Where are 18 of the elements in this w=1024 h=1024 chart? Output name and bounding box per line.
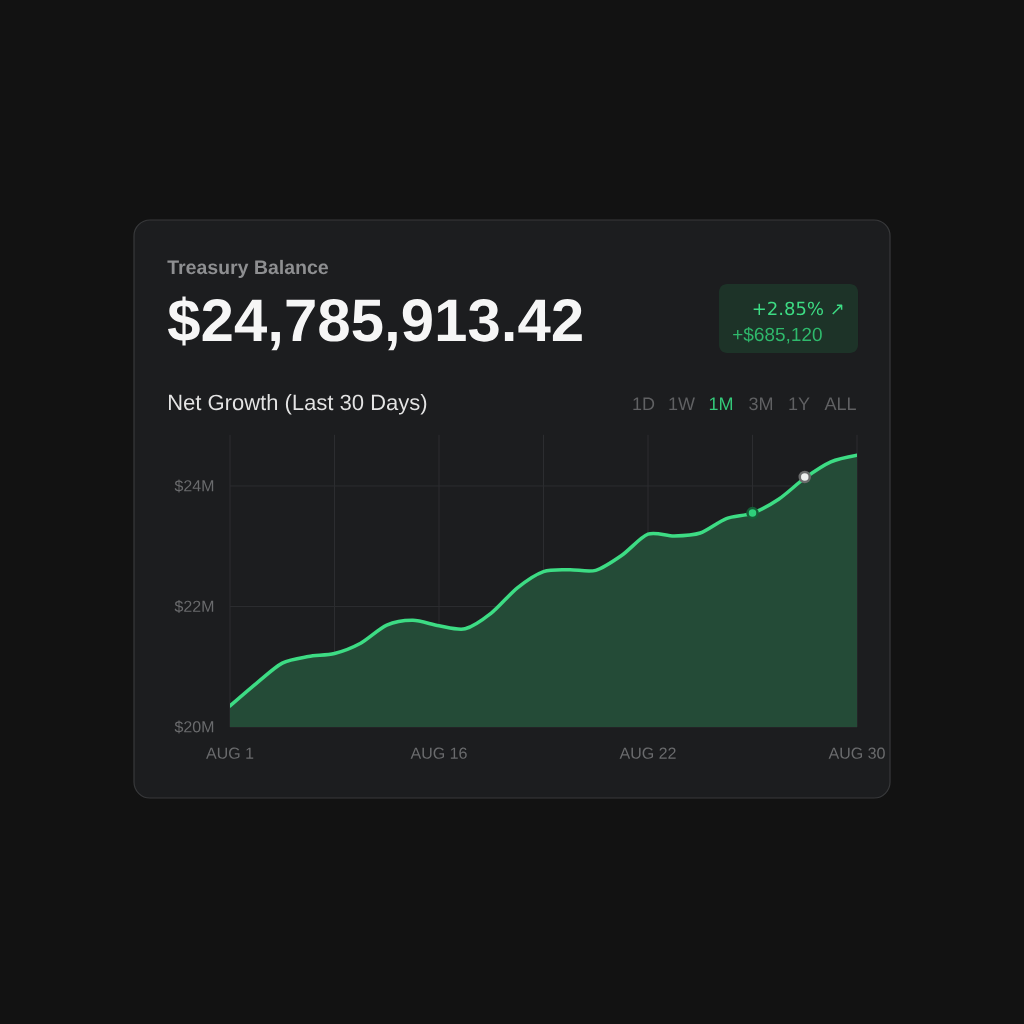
y-tick-label: $20M bbox=[174, 720, 214, 734]
text: +$685,120 bbox=[733, 326, 822, 344]
text: 3M bbox=[749, 397, 773, 411]
text: 1D bbox=[633, 397, 655, 410]
text: $24,785,913.42 bbox=[168, 296, 582, 351]
text: ALL bbox=[824, 397, 856, 410]
x-tick-label: AUG 22 bbox=[619, 747, 676, 759]
y-tick-label: $24M bbox=[174, 479, 214, 493]
x-tick-label: AUG 30 bbox=[828, 747, 885, 759]
text: 1Y bbox=[789, 397, 810, 410]
text: +2.85% ↗ bbox=[753, 301, 843, 316]
y-tick-label: $22M bbox=[174, 600, 214, 613]
text: 1M bbox=[709, 397, 733, 410]
x-tick-label: AUG 16 bbox=[410, 747, 467, 759]
chart-title: Treasury Balance bbox=[167, 259, 329, 279]
text: 1W bbox=[669, 397, 695, 410]
chart-subtitle: Net Growth (Last 30 Days) bbox=[169, 394, 427, 415]
x-tick-label: AUG 1 bbox=[206, 747, 254, 759]
